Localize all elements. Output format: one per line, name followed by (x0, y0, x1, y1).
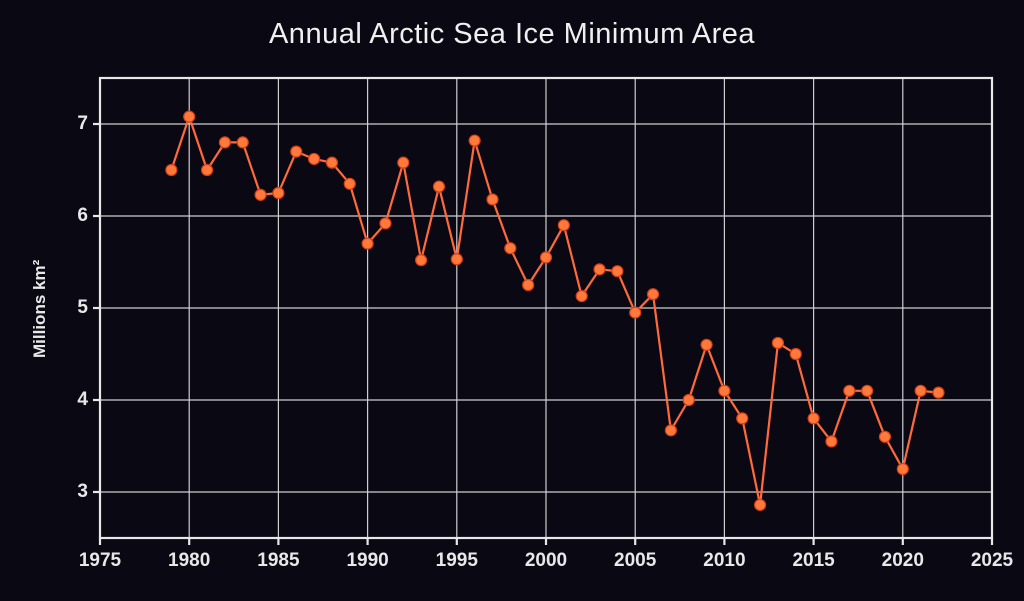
chart-container: Annual Arctic Sea Ice Minimum Area Milli… (0, 0, 1024, 601)
x-tick-label: 1990 (346, 550, 388, 572)
chart-plot (0, 0, 1024, 601)
x-tick-label: 1995 (436, 550, 478, 572)
y-tick-label: 7 (77, 113, 88, 135)
y-tick-label: 6 (77, 205, 88, 227)
x-tick-label: 2000 (525, 550, 567, 572)
x-tick-label: 1980 (168, 550, 210, 572)
x-tick-label: 2005 (614, 550, 656, 572)
x-tick-label: 2020 (882, 550, 924, 572)
x-tick-label: 1985 (257, 550, 299, 572)
x-tick-label: 2015 (792, 550, 834, 572)
y-tick-label: 5 (77, 297, 88, 319)
y-tick-label: 3 (77, 481, 88, 503)
x-tick-label: 2010 (703, 550, 745, 572)
y-tick-label: 4 (77, 389, 88, 411)
x-tick-label: 2025 (971, 550, 1013, 572)
x-tick-label: 1975 (79, 550, 121, 572)
